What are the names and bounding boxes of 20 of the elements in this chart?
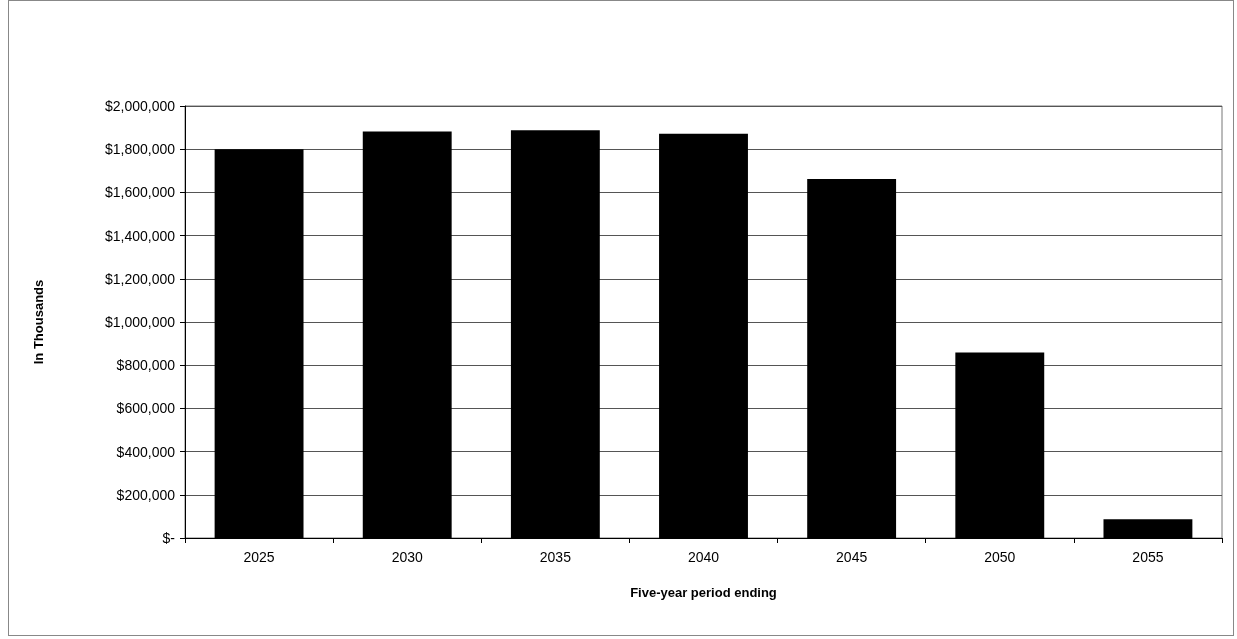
y-axis-title: In Thousands <box>31 279 46 365</box>
y-tick-label: $600,000 <box>116 400 176 417</box>
y-tick-label: $1,600,000 <box>104 184 176 201</box>
x-axis-title: Five-year period ending <box>630 585 777 600</box>
x-tick-label: 2030 <box>391 549 423 565</box>
y-tick-label: $2,000,000 <box>104 98 176 114</box>
x-tick-label: 2050 <box>984 549 1016 565</box>
x-tick-label: 2045 <box>836 549 868 565</box>
x-tick-label: 2040 <box>687 549 720 565</box>
x-tick-label: 2055 <box>1132 549 1164 565</box>
x-tick-label: 2025 <box>243 549 275 565</box>
y-tick-label: $400,000 <box>116 443 176 460</box>
y-tick-label: $200,000 <box>116 486 176 503</box>
x-tick-label: 2035 <box>539 549 572 565</box>
y-tick-label: $1,400,000 <box>104 227 176 244</box>
y-tick-label: $1,000,000 <box>104 314 176 330</box>
y-tick-label: $1,200,000 <box>104 270 176 287</box>
y-tick-label: $800,000 <box>116 357 176 374</box>
y-tick-label: $- <box>162 530 176 546</box>
y-tick-label: $1,800,000 <box>104 141 176 158</box>
